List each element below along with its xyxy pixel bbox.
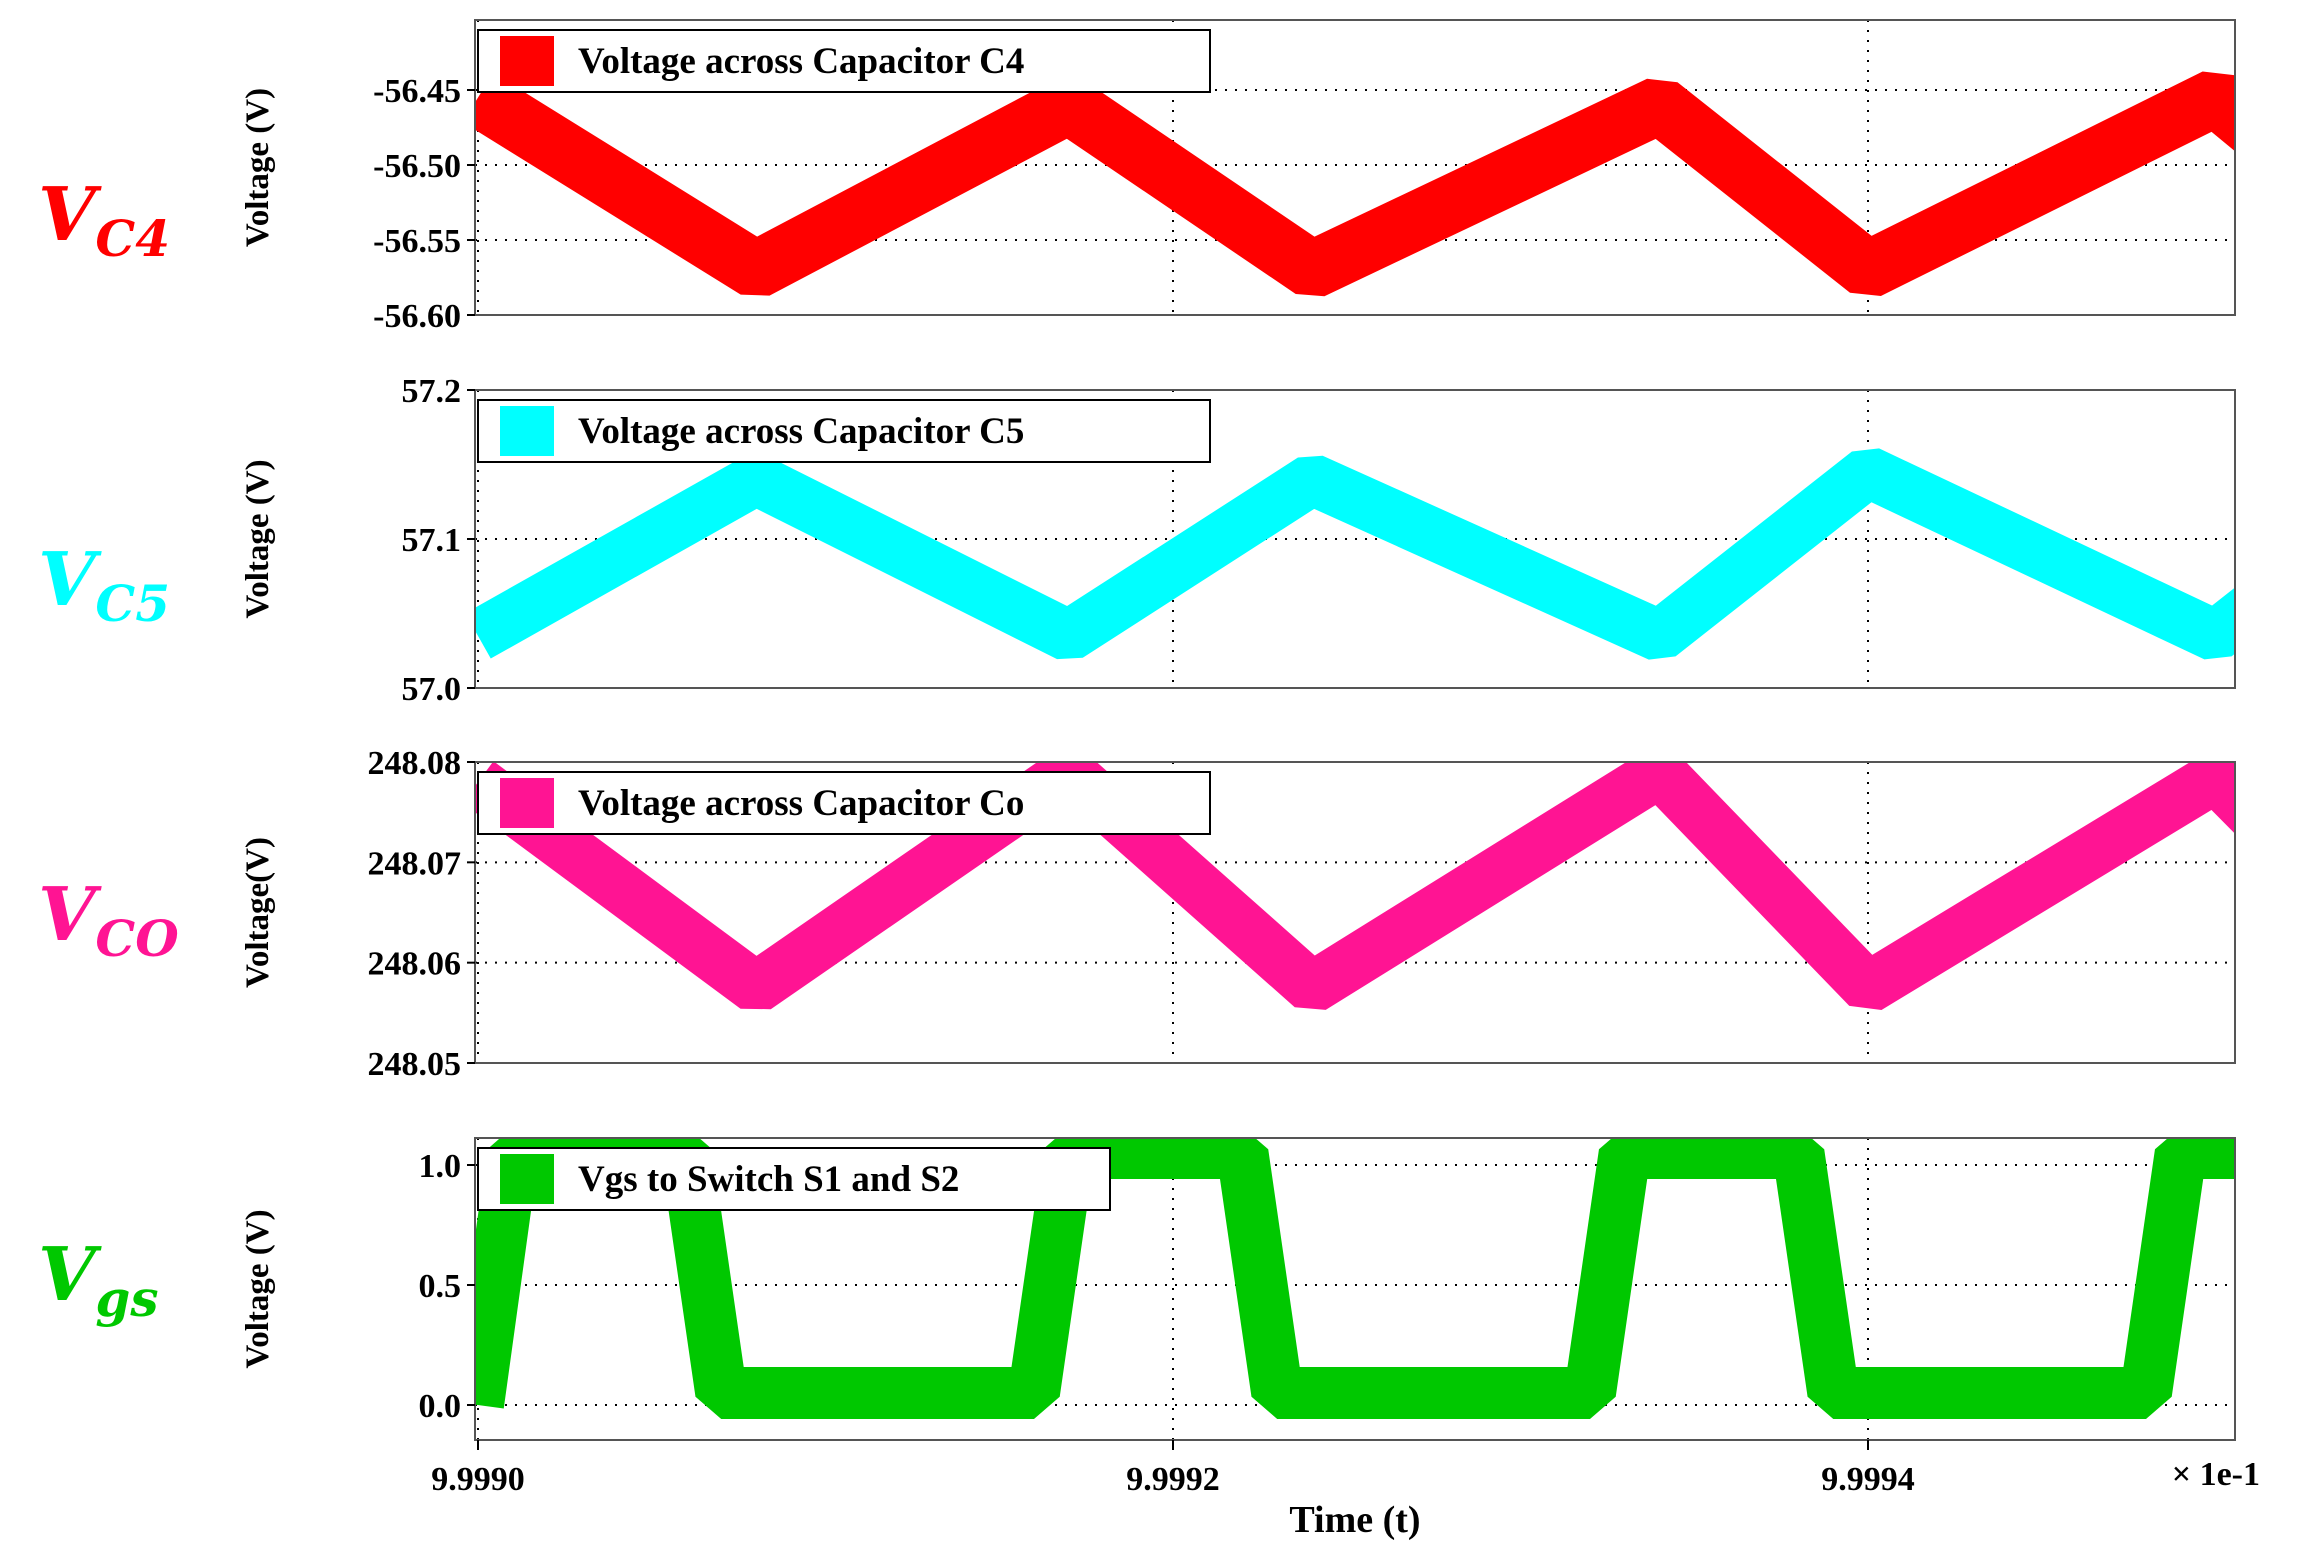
y-tick-label: 248.05 [368, 1046, 462, 1083]
legend: Voltage across Capacitor C5 [477, 399, 1211, 463]
y-tick-label: -56.50 [373, 148, 461, 185]
side-label-main: V [38, 172, 102, 258]
y-tick-label: 248.07 [368, 845, 462, 882]
panel-1: -56.45 -56.50 -56.55 -56.60 Voltage (V) VC4 Vo… [38, 19, 2236, 335]
side-label-sub: CO [95, 909, 179, 968]
side-label: Vgs [38, 1232, 159, 1328]
plot-frame [474, 1137, 2236, 1441]
y-tick-label: -56.55 [373, 223, 461, 260]
legend-label: Voltage across Capacitor C4 [578, 41, 1024, 82]
plot-frame [474, 761, 2236, 1064]
legend-swatch [500, 1154, 554, 1204]
y-tick-label: 57.0 [402, 671, 462, 708]
side-label-main: V [38, 537, 102, 623]
y-tick-label: 57.2 [402, 373, 462, 410]
y-tick-label: 248.06 [368, 946, 462, 983]
side-label: VCO [38, 872, 179, 968]
legend-box [477, 399, 1211, 463]
legend-label: Vgs to Switch S1 and S2 [578, 1159, 959, 1200]
x-tick-label: 9.9992 [1126, 1461, 1220, 1498]
legend-swatch [500, 778, 554, 828]
y-tick-label: 0.0 [419, 1388, 462, 1425]
y-tick-label: -56.60 [373, 298, 461, 335]
series-line-4-1 [475, 1138, 2235, 1419]
panel-4: 1.0 0.5 0.0 Voltage (V) Vgs Vgs to Switch S1 … [38, 1137, 2260, 1541]
legend-box [477, 29, 1211, 93]
legend-box [477, 771, 1211, 835]
y-axis-label: Voltage(V) [240, 837, 276, 988]
panel-2: 57.2 57.1 57.0 Voltage (V) VC5 Voltage across… [38, 373, 2236, 708]
side-label: VC4 [38, 172, 170, 268]
legend: Voltage across Capacitor C4 [477, 29, 1211, 93]
side-label-main: V [38, 872, 102, 958]
side-label-sub: C5 [95, 574, 170, 633]
y-tick-label: 0.5 [419, 1268, 462, 1305]
legend-swatch [500, 406, 554, 456]
series-line-2-1 [475, 448, 2235, 660]
y-tick-label: -56.45 [373, 73, 461, 110]
side-label-sub: gs [95, 1269, 158, 1328]
y-axis-label: Voltage (V) [240, 88, 276, 247]
y-tick-label: 57.1 [402, 522, 462, 559]
legend-swatch [500, 36, 554, 86]
panel-3: 248.08 248.07 248.06 248.05 Voltage(V) VCO Vol… [38, 745, 2236, 1083]
side-label-sub: C4 [95, 209, 170, 268]
legend-box [477, 1147, 1111, 1211]
side-label: VC5 [38, 537, 170, 633]
x-multiplier: × 1e-1 [2172, 1456, 2260, 1493]
x-axis-label: Time (t) [1289, 1499, 1420, 1541]
legend: Vgs to Switch S1 and S2 [477, 1147, 1111, 1211]
plot-frame [474, 19, 2236, 316]
y-axis-label: Voltage (V) [240, 1209, 276, 1368]
legend: Voltage across Capacitor Co [477, 771, 1211, 835]
legend-label: Voltage across Capacitor C5 [578, 411, 1024, 452]
series-line-1-1 [475, 71, 2235, 297]
y-tick-label: 248.08 [368, 745, 462, 782]
y-tick-label: 1.0 [419, 1148, 462, 1185]
y-axis-label: Voltage (V) [240, 459, 276, 618]
x-tick-label: 9.9994 [1821, 1461, 1915, 1498]
x-tick-label: 9.9990 [431, 1461, 525, 1498]
legend-label: Voltage across Capacitor Co [578, 783, 1024, 824]
side-label-main: V [38, 1232, 102, 1318]
